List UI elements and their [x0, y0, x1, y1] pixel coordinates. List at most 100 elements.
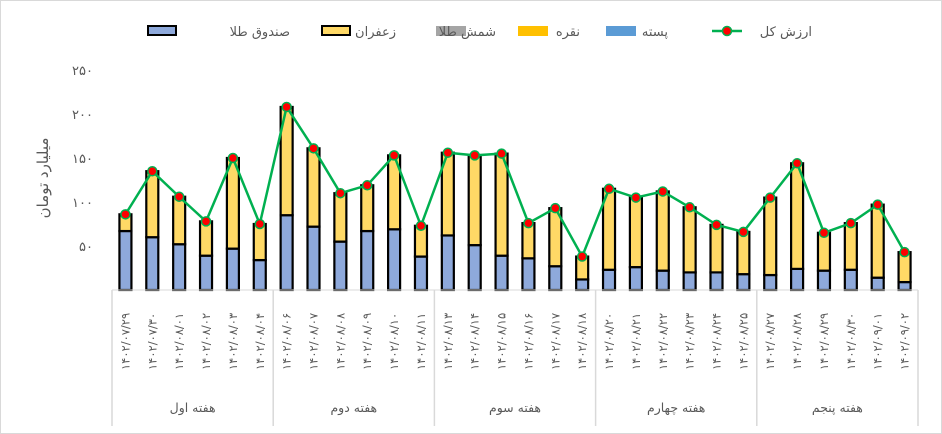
y-axis: ۵۰ ۱۰۰ ۱۵۰ ۲۰۰ ۲۵۰: [72, 64, 93, 255]
total-marker: [872, 199, 883, 210]
total-marker: [308, 143, 319, 154]
x-tick-label: ۱۴۰۲/۰۸/۲۷: [763, 313, 777, 370]
bar-segment: [789, 267, 805, 292]
y-tick-label: ۵۰: [79, 240, 93, 255]
bar-segment: [494, 152, 509, 257]
x-tick-label: ۱۴۰۲/۰۸/۲۸: [790, 313, 804, 370]
bar-segment: [816, 269, 832, 292]
total-marker: [173, 191, 185, 202]
x-tick-label: ۱۴۰۲/۰۸/۰۱: [172, 313, 186, 370]
x-tick-label: ۱۴۰۲/۰۸/۱۸: [575, 313, 589, 370]
legend: صندوق طلا زعفران شمش طلا نقره پسته ارزش کل: [147, 25, 812, 40]
bar-segment: [467, 244, 482, 292]
bar-segment: [655, 190, 670, 272]
total-marker: [147, 165, 158, 177]
bar-segment: [387, 228, 402, 292]
total-marker: [120, 209, 131, 220]
total-marker: [442, 147, 454, 158]
total-marker: [657, 186, 669, 197]
total-marker: [200, 216, 212, 227]
bar-segment: [145, 170, 160, 239]
total-marker: [845, 217, 857, 229]
total-marker: [711, 219, 722, 231]
x-tick-label: ۱۴۰۲/۰۸/۱۳: [441, 313, 455, 370]
x-tick-label: ۱۴۰۲/۰۸/۳۰: [844, 313, 858, 370]
x-tick-label: ۱۴۰۲/۰۸/۲۱: [629, 313, 643, 370]
x-tick-label: ۱۴۰۲/۰۸/۲۲: [656, 313, 670, 370]
total-marker: [281, 101, 292, 113]
x-tick-label: ۱۴۰۲/۰۸/۱۵: [495, 313, 509, 370]
bar-segment: [360, 184, 375, 233]
legend-swatch: [147, 25, 177, 36]
x-tick-label: ۱۴۰۲/۰۹/۰۱: [871, 313, 885, 370]
bar-segment: [548, 265, 563, 292]
total-marker: [684, 202, 695, 213]
total-marker: [899, 246, 910, 258]
bar-segment: [225, 247, 240, 292]
legend-label: صندوق طلا: [230, 25, 290, 40]
total-marker: [630, 192, 642, 203]
x-tick-label: ۱۴۰۲/۰۸/۱۷: [548, 313, 562, 370]
y-tick-label: ۱۵۰: [72, 152, 93, 167]
total-marker: [388, 150, 400, 161]
total-marker: [254, 218, 266, 230]
bar-segment: [709, 271, 724, 292]
y-tick-label: ۱۰۰: [72, 196, 93, 211]
legend-label: نقره: [556, 25, 580, 40]
total-marker: [738, 226, 749, 238]
bar-segment: [736, 230, 751, 276]
x-tick-label: ۱۴۰۲/۰۸/۰۹: [360, 313, 374, 370]
bar-segment: [172, 195, 187, 246]
legend-label: ارزش کل: [760, 25, 812, 40]
legend-swatch: [518, 26, 548, 36]
bar-segment: [789, 162, 805, 270]
total-marker: [550, 202, 561, 214]
x-tick-label: ۱۴۰۲/۰۷/۳۰: [145, 313, 159, 370]
x-axis: ۱۴۰۲/۰۷/۲۹ ۱۴۰۲/۰۷/۳۰ ۱۴۰۲/۰۸/۰۱ ۱۴۰۲/۰۸/۰۲…: [111, 289, 919, 426]
total-line-path: [124, 103, 906, 260]
bar-segment: [763, 196, 778, 277]
x-tick-label: ۱۴۰۲/۰۸/۱۴: [468, 313, 482, 370]
bar-segment: [172, 243, 187, 292]
x-tick-label: ۱۴۰۲/۰۷/۲۹: [118, 313, 132, 370]
x-group-label: هفته اول: [170, 400, 216, 416]
total-marker: [576, 251, 588, 262]
bar-segment: [601, 268, 617, 292]
total-marker: [469, 150, 480, 161]
bar-segment: [279, 214, 294, 292]
bar-segment: [897, 280, 912, 292]
x-group-label: هفته پنجم: [812, 400, 863, 416]
x-tick-label: ۱۴۰۲/۰۸/۲۰: [602, 313, 616, 370]
x-tick-label: ۱۴۰۲/۰۹/۰۲: [898, 313, 912, 370]
total-marker: [523, 217, 534, 229]
x-tick-label: ۱۴۰۲/۰۸/۰۸: [333, 313, 347, 370]
bar-segment: [870, 203, 885, 279]
y-tick-label: ۲۵۰: [72, 64, 93, 79]
bar-segment: [494, 254, 509, 292]
x-tick-label: ۱۴۰۲/۰۸/۰۷: [307, 313, 321, 370]
x-tick-label: ۱۴۰۲/۰۸/۱۰: [387, 313, 401, 370]
bar-segment: [736, 273, 751, 292]
bar-segment: [655, 269, 670, 292]
bar-segment: [333, 240, 348, 292]
bar-segment: [252, 258, 267, 292]
total-marker: [361, 180, 373, 191]
bar-segment: [333, 192, 348, 243]
bar-segment: [306, 147, 321, 228]
bar-segment: [682, 206, 697, 274]
x-tick-label: ۱۴۰۲/۰۸/۲۳: [683, 313, 697, 370]
bar-segment: [360, 229, 375, 292]
bars: [118, 105, 912, 292]
bar-segment: [816, 231, 832, 272]
total-marker: [227, 152, 239, 164]
bar-segment: [575, 278, 590, 292]
bar-segment: [521, 222, 536, 260]
y-axis-label: میلیارد تومان: [34, 138, 52, 219]
x-tick-label: ۱۴۰۲/۰۸/۲۴: [710, 313, 724, 370]
legend-marker-swatch: [721, 25, 733, 37]
x-tick-label: ۱۴۰۲/۰۸/۰۴: [253, 313, 267, 370]
legend-label: پسته: [642, 25, 668, 40]
bar-segment: [198, 254, 214, 292]
x-tick-label: ۱۴۰۲/۰۸/۰۶: [280, 313, 294, 370]
